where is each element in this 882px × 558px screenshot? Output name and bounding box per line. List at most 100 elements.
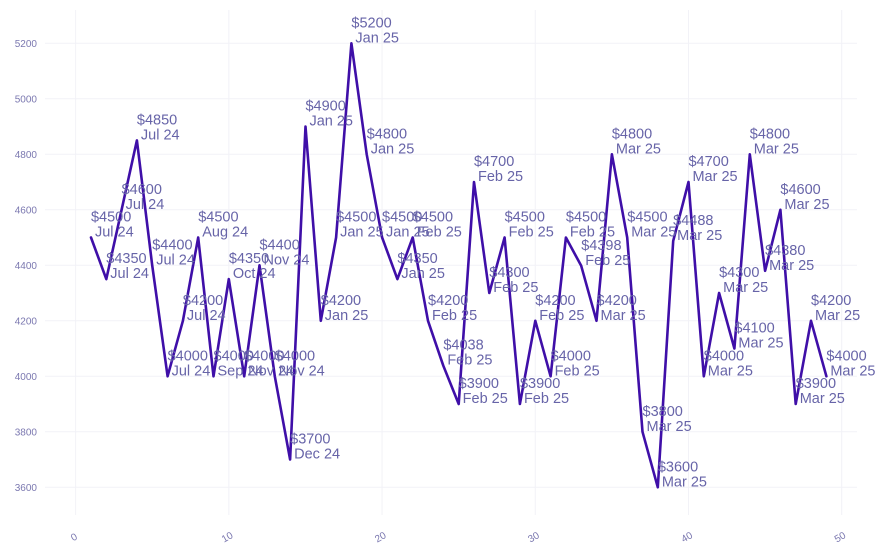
data-label-month: Feb 25 — [555, 363, 600, 379]
data-label-price: $4200 — [183, 293, 223, 309]
data-label-month: Mar 25 — [662, 474, 707, 490]
data-label: $3600 Mar 25 — [658, 459, 707, 490]
data-label-price: $3700 — [290, 432, 330, 448]
data-label-price: $4500 — [627, 210, 667, 226]
data-label-month: Jul 24 — [141, 127, 180, 143]
data-label-month: Jul 24 — [156, 252, 195, 268]
data-label: $4900 Jan 25 — [305, 99, 353, 130]
data-label-price: $3900 — [459, 376, 499, 392]
data-label: $4000 Jul 24 — [168, 348, 211, 379]
data-label: $4398 Feb 25 — [581, 238, 630, 269]
data-label-price: $4500 — [336, 210, 376, 226]
data-label-price: $4900 — [305, 99, 345, 115]
x-tick-label: 0 — [69, 531, 80, 544]
data-label-month: Jan 25 — [371, 141, 415, 157]
data-label: $4100 Mar 25 — [734, 321, 783, 352]
data-label: $4500 Feb 25 — [566, 210, 615, 241]
data-label: $4200 Mar 25 — [597, 293, 646, 324]
data-label-price: $4300 — [489, 265, 529, 281]
data-label-price: $5200 — [351, 15, 391, 31]
data-label-price: $4800 — [367, 126, 407, 142]
data-label-month: Jan 25 — [325, 308, 369, 324]
data-label-price: $4500 — [413, 210, 453, 226]
data-label-price: $4380 — [765, 243, 805, 259]
data-label: $4400 Jul 24 — [152, 237, 195, 268]
data-label-price: $4000 — [244, 348, 284, 364]
data-label-price: $4000 — [551, 348, 591, 364]
data-label-month: Jan 25 — [309, 114, 353, 130]
data-label: $4200 Jul 24 — [183, 293, 226, 324]
data-label-month: Feb 25 — [509, 225, 554, 241]
data-label-month: Mar 25 — [631, 225, 676, 241]
data-label-month: Feb 25 — [539, 308, 584, 324]
data-label-month: Aug 24 — [202, 225, 248, 241]
data-label-month: Mar 25 — [692, 169, 737, 185]
data-label: $3700 Dec 24 — [290, 432, 340, 463]
data-label-month: Feb 25 — [463, 391, 508, 407]
data-label-price: $4000 — [168, 348, 208, 364]
data-label-price: $4100 — [734, 321, 774, 337]
data-label-price: $4850 — [137, 112, 177, 128]
data-label: $4000 Feb 25 — [551, 348, 600, 379]
x-tick-label: 10 — [220, 530, 236, 545]
data-label-price: $4500 — [566, 210, 606, 226]
data-label-month: Feb 25 — [493, 280, 538, 296]
y-tick-label: 4600 — [15, 205, 38, 216]
data-label: $4300 Mar 25 — [719, 265, 768, 296]
data-label-month: Mar 25 — [800, 391, 845, 407]
data-label-price: $4200 — [597, 293, 637, 309]
data-label-price: $4500 — [505, 210, 545, 226]
data-label-price: $4800 — [612, 126, 652, 142]
y-tick-label: 4200 — [15, 316, 38, 327]
data-label-month: Feb 25 — [570, 225, 615, 241]
data-label: $4000 Nov 24 — [244, 348, 294, 379]
data-label-month: Mar 25 — [723, 280, 768, 296]
data-label: $3900 Feb 25 — [520, 376, 569, 407]
data-label-price: $4500 — [91, 210, 131, 226]
data-label: $4500 Feb 25 — [505, 210, 554, 241]
data-label-price: $4200 — [321, 293, 361, 309]
y-tick-label: 4000 — [15, 372, 38, 383]
data-label-month: Jul 24 — [126, 197, 165, 213]
data-label-month: Mar 25 — [784, 197, 829, 213]
data-label-price: $3900 — [796, 376, 836, 392]
data-label-price: $4398 — [581, 238, 621, 254]
data-label: $4500 Aug 24 — [198, 210, 248, 241]
data-label-price: $4200 — [535, 293, 575, 309]
data-label-price: $4500 — [198, 210, 238, 226]
data-label: $3800 Mar 25 — [643, 404, 692, 435]
data-label: $4600 Mar 25 — [780, 182, 829, 213]
data-label-month: Jul 24 — [110, 266, 149, 282]
data-label: $4350 Oct 24 — [229, 251, 276, 282]
data-label-month: Dec 24 — [294, 447, 340, 463]
data-label-month: Feb 25 — [447, 353, 492, 369]
data-label: $4500 Jan 25 — [382, 210, 430, 241]
data-label-month: Oct 24 — [233, 266, 276, 282]
y-tick-label: 3600 — [15, 483, 38, 494]
y-tick-label: 4400 — [15, 261, 38, 272]
data-label-month: Nov 24 — [279, 363, 325, 379]
axes: 3600 3800 4000 4200 4400 4600 4800 5000 5200 0 10 2… — [15, 39, 849, 546]
data-label: $3900 Mar 25 — [796, 376, 845, 407]
data-label-month: Jan 25 — [355, 30, 399, 46]
data-label-price: $4350 — [106, 251, 146, 267]
data-label-month: Jan 25 — [340, 225, 384, 241]
data-label-price: $3600 — [658, 459, 698, 475]
data-label-month: Mar 25 — [738, 336, 783, 352]
data-label-price: $4000 — [214, 348, 254, 364]
data-label: $4400 Nov 24 — [259, 237, 309, 268]
data-label-price: $4400 — [259, 237, 299, 253]
series-layer — [89, 41, 828, 489]
data-label: $4000 Sep 24 — [214, 348, 264, 379]
data-label: $4700 Mar 25 — [688, 154, 737, 185]
data-label-price: $3900 — [520, 376, 560, 392]
data-label: $4500 Jan 25 — [336, 210, 384, 241]
data-label-price: $4000 — [275, 348, 315, 364]
data-label-price: $4200 — [428, 293, 468, 309]
data-label-price: $4300 — [719, 265, 759, 281]
data-label: $4350 Jul 24 — [106, 251, 149, 282]
data-label: $4500 Mar 25 — [627, 210, 676, 241]
data-label: $4488 Mar 25 — [673, 213, 722, 244]
data-label-month: Mar 25 — [830, 363, 875, 379]
data-label-month: Mar 25 — [616, 141, 661, 157]
